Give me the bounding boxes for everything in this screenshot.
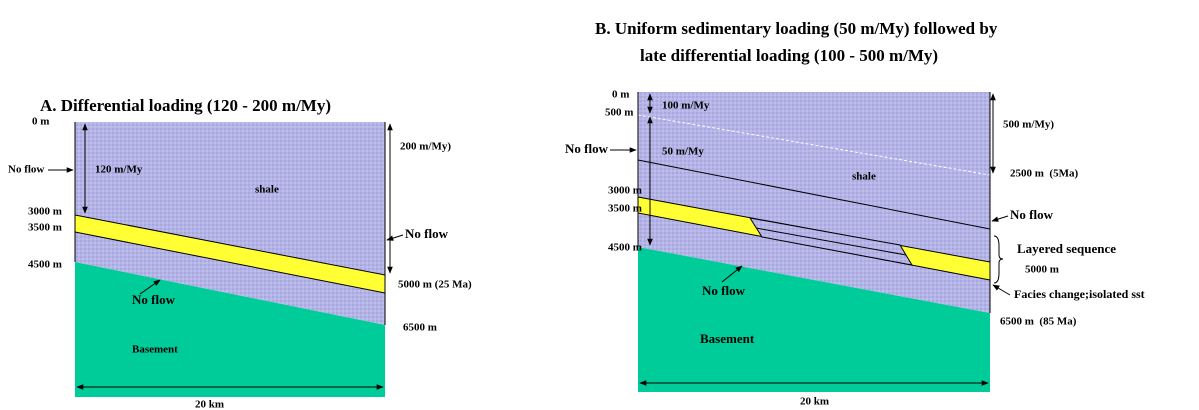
label: No flow	[405, 226, 449, 241]
label: 3000 m	[608, 185, 642, 197]
label: 0 m	[32, 116, 49, 128]
label: 20 km	[195, 399, 224, 410]
label: 100 m/My	[662, 100, 710, 112]
label: 2500 m (5Ma)	[1010, 168, 1078, 180]
label: shale	[852, 171, 876, 183]
arrow	[992, 216, 1008, 221]
label: Basement	[700, 331, 755, 346]
panel-b: B. Uniform sedimentary loading (50 m/My)…	[565, 19, 1145, 408]
brace	[994, 236, 1003, 283]
panel-title: B. Uniform sedimentary loading (50 m/My)…	[595, 19, 998, 38]
label: No flow	[565, 141, 609, 156]
label: 3500 m	[608, 203, 642, 215]
label: 3500 m	[28, 222, 62, 234]
arrow	[387, 235, 403, 240]
label: No flow	[132, 292, 176, 307]
panel-a: A. Differential loading (120 - 200 m/My)…	[8, 96, 472, 410]
label: Layered sequence	[1017, 241, 1116, 256]
label: 5000 m	[1025, 264, 1059, 276]
label: 0 m	[612, 89, 629, 101]
label: 500 m	[605, 107, 633, 119]
label: Basement	[132, 344, 178, 356]
label: No flow	[1010, 207, 1054, 222]
label: Facies change;isolated sst	[1014, 287, 1145, 301]
label: 4500 m	[28, 259, 62, 271]
label: shale	[255, 184, 279, 196]
label: 6500 m	[403, 322, 437, 334]
label: 120 m/My	[95, 164, 143, 176]
label: No flow	[702, 283, 746, 298]
label: 500 m/My)	[1003, 119, 1054, 131]
label: 200 m/My)	[400, 141, 451, 153]
arrow	[993, 285, 1010, 295]
label: 50 m/My	[662, 146, 704, 158]
panel-title: late differential loading (100 - 500 m/M…	[640, 46, 938, 65]
label: 3000 m	[28, 206, 62, 218]
label: No flow	[8, 164, 44, 176]
label: 6500 m (85 Ma)	[1000, 316, 1077, 328]
panel-title: A. Differential loading (120 - 200 m/My)	[40, 96, 331, 115]
label: 20 km	[800, 396, 829, 408]
diagram: A. Differential loading (120 - 200 m/My)…	[0, 0, 1199, 410]
label: 4500 m	[608, 242, 642, 254]
label: 5000 m (25 Ma)	[398, 279, 472, 291]
